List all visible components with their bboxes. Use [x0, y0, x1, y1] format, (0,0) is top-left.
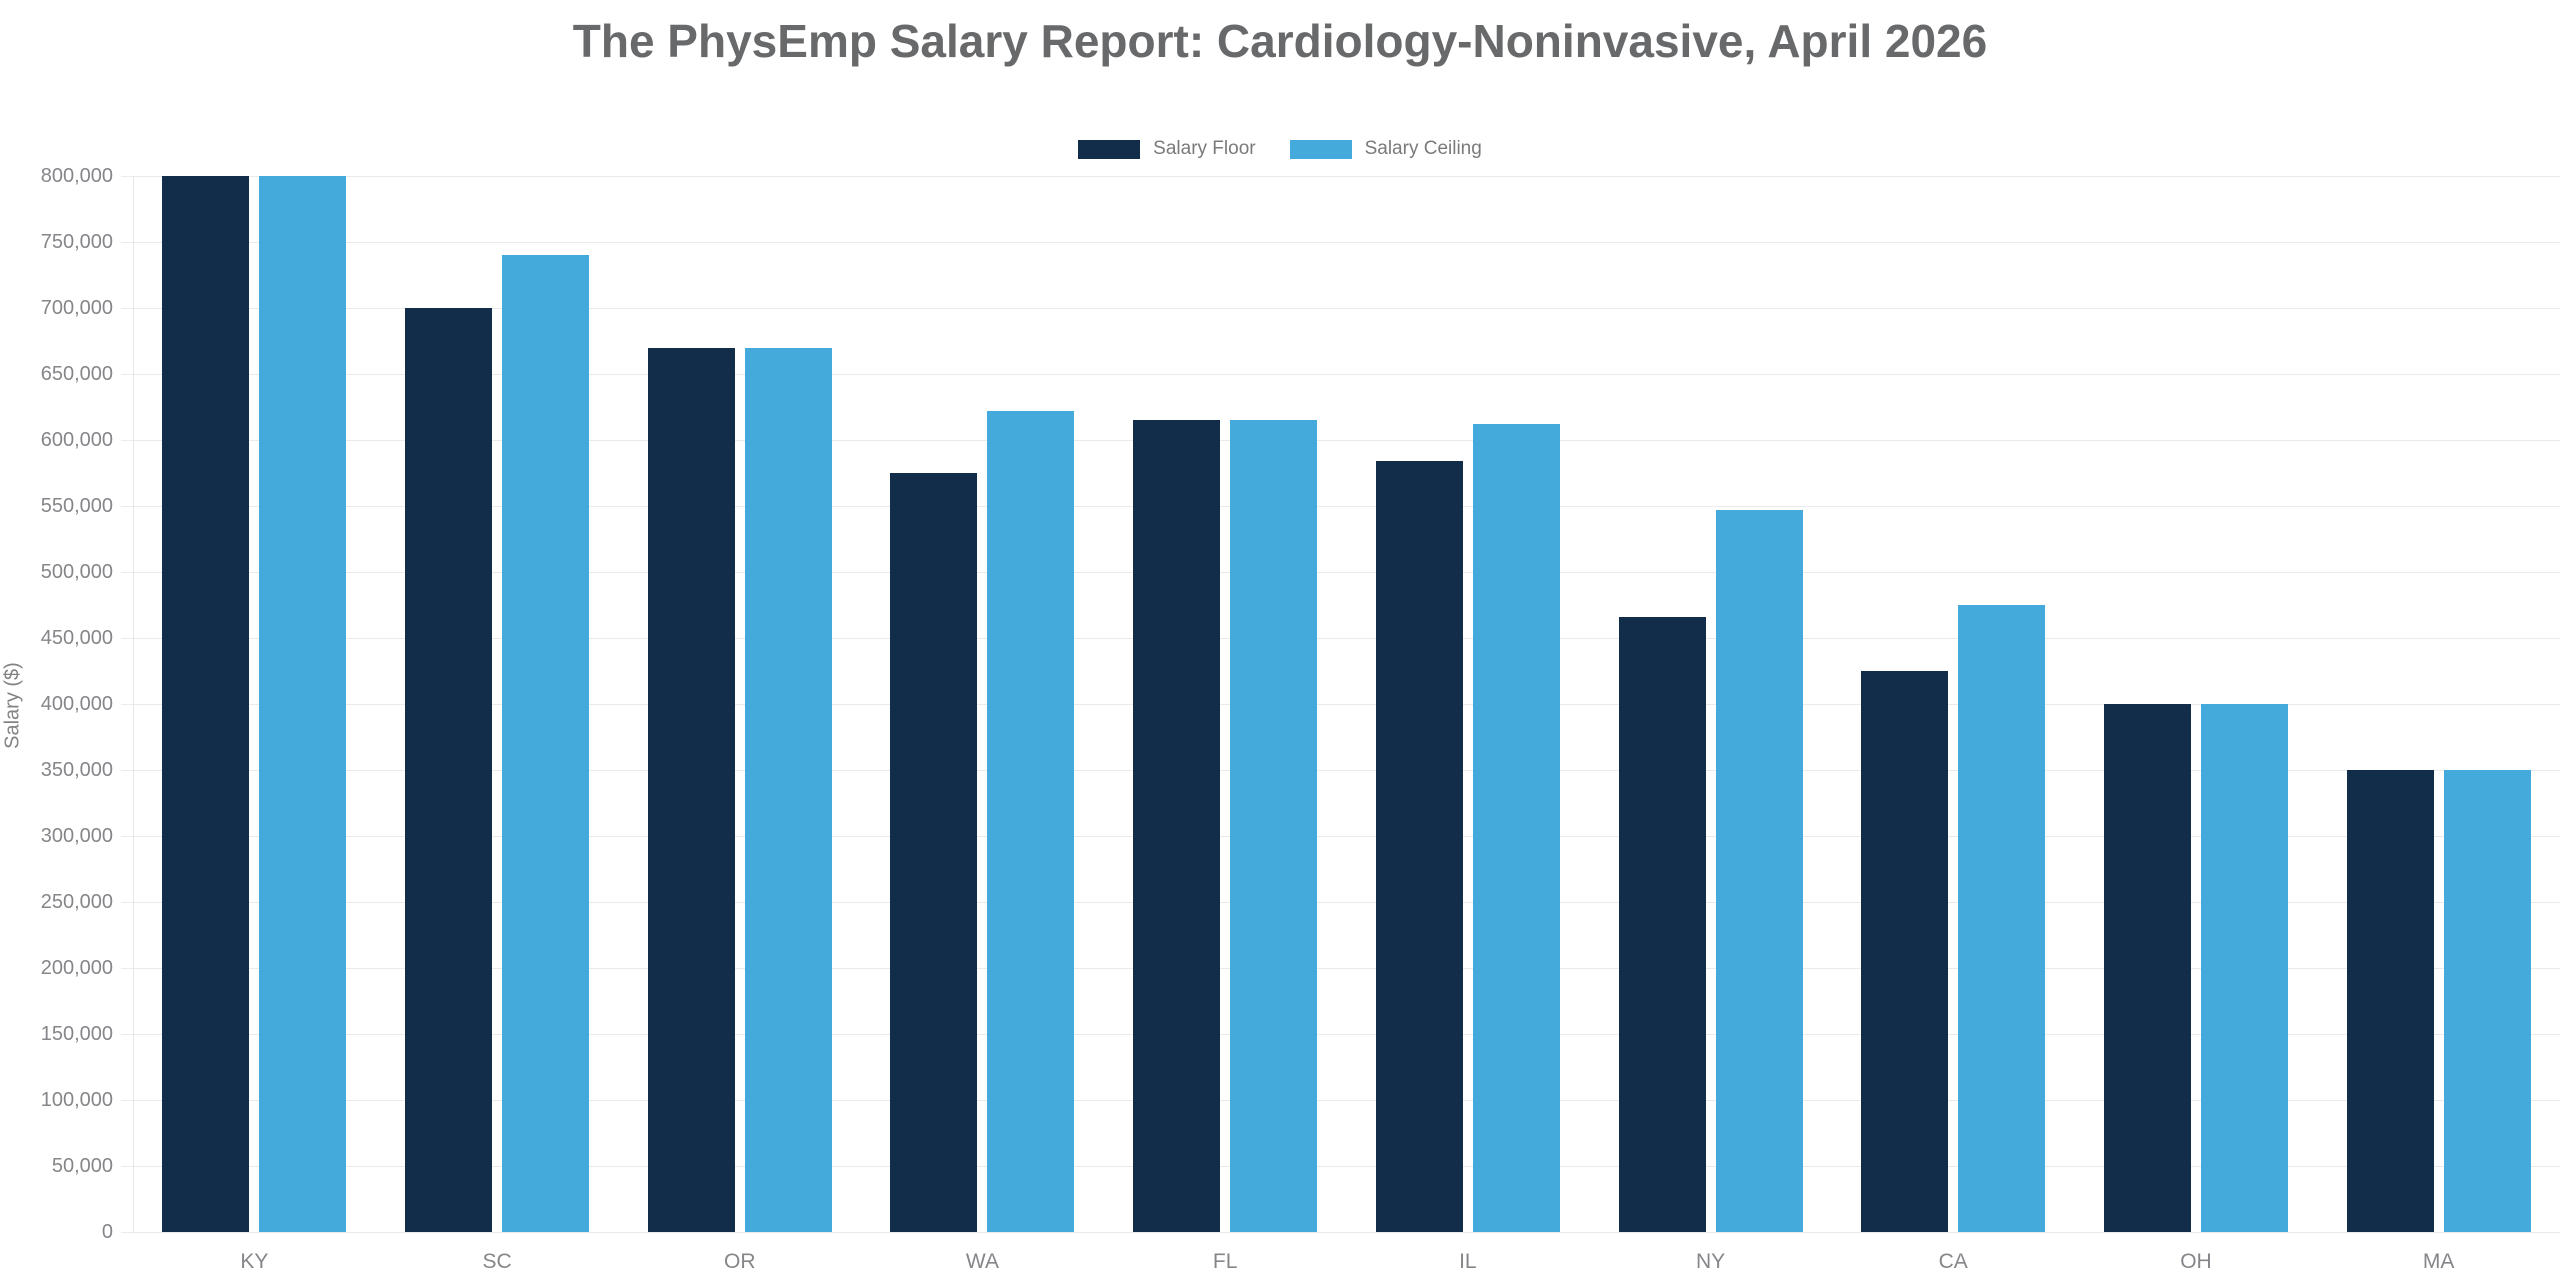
gridline: [121, 506, 2560, 507]
x-tick-label-sc: SC: [482, 1250, 512, 1273]
y-tick-label: 150,000: [40, 1023, 113, 1045]
gridline: [121, 902, 2560, 903]
x-tick-label-ma: MA: [2422, 1250, 2455, 1273]
gridline: [121, 836, 2560, 837]
x-tick-label-oh: OH: [2180, 1250, 2212, 1273]
y-tick-label: 650,000: [40, 363, 113, 385]
y-tick-label: 600,000: [40, 429, 113, 451]
bar-or-salary-floor[interactable]: [647, 347, 735, 1232]
gridline: [121, 968, 2560, 969]
bar-sc-salary-floor[interactable]: [405, 308, 493, 1232]
gridline: [121, 1166, 2560, 1167]
x-tick-label-or: OR: [723, 1250, 756, 1273]
bar-or-salary-ceiling[interactable]: [744, 347, 832, 1232]
x-tick-label-wa: WA: [965, 1250, 999, 1273]
bar-ky-salary-floor[interactable]: [162, 176, 250, 1232]
gridline: [121, 308, 2560, 309]
legend-item-salary-floor[interactable]: Salary Floor: [1078, 138, 1256, 160]
bar-ny-salary-floor[interactable]: [1618, 616, 1706, 1232]
legend-label: Salary Floor: [1153, 138, 1256, 159]
gridline: [121, 374, 2560, 375]
gridline: [121, 1034, 2560, 1035]
x-tick-label-il: IL: [1459, 1250, 1477, 1273]
x-tick-label-ky: KY: [240, 1250, 269, 1273]
gridline: [121, 440, 2560, 441]
y-tick-label: 750,000: [40, 231, 113, 253]
bar-il-salary-ceiling[interactable]: [1472, 424, 1560, 1232]
y-tick-label: 400,000: [40, 693, 113, 715]
y-tick-label: 100,000: [40, 1089, 113, 1111]
bar-ny-salary-ceiling[interactable]: [1715, 509, 1803, 1232]
bar-fl-salary-floor[interactable]: [1133, 420, 1221, 1232]
gridline: [121, 770, 2560, 771]
legend-swatch: [1078, 139, 1141, 159]
chart-legend: Salary Floor Salary Ceiling: [0, 138, 2560, 160]
legend-item-salary-ceiling[interactable]: Salary Ceiling: [1289, 138, 1482, 160]
y-tick-label: 250,000: [40, 891, 113, 913]
bar-fl-salary-ceiling[interactable]: [1230, 420, 1318, 1232]
gridline: [121, 572, 2560, 573]
x-tick-label-ny: NY: [1695, 1250, 1726, 1273]
bar-sc-salary-ceiling[interactable]: [502, 255, 590, 1232]
y-tick-label: 800,000: [40, 165, 113, 187]
y-tick-label: 700,000: [40, 297, 113, 319]
chart-title: The PhysEmp Salary Report: Cardiology-No…: [572, 15, 1988, 67]
x-tick-label-ca: CA: [1938, 1250, 1968, 1273]
y-tick-label: 300,000: [40, 825, 113, 847]
legend-label: Salary Ceiling: [1364, 138, 1482, 159]
gridline: [121, 242, 2560, 243]
bar-ky-salary-ceiling[interactable]: [259, 176, 347, 1232]
bar-oh-salary-ceiling[interactable]: [2200, 704, 2288, 1232]
bar-oh-salary-floor[interactable]: [2103, 704, 2191, 1232]
y-tick-label: 50,000: [51, 1155, 113, 1177]
bar-ma-salary-floor[interactable]: [2346, 770, 2434, 1232]
legend-swatch: [1289, 139, 1352, 159]
y-tick-label: 450,000: [40, 627, 113, 649]
bar-wa-salary-ceiling[interactable]: [987, 410, 1075, 1232]
y-tick-label: 0: [101, 1221, 113, 1243]
bar-ma-salary-ceiling[interactable]: [2443, 770, 2531, 1232]
gridline: [121, 638, 2560, 639]
y-axis-line: [133, 176, 134, 1232]
gridline: [121, 704, 2560, 705]
bar-il-salary-floor[interactable]: [1375, 461, 1463, 1232]
x-tick-label-fl: FL: [1212, 1250, 1238, 1273]
bar-wa-salary-floor[interactable]: [890, 473, 978, 1232]
gridline: [121, 176, 2560, 177]
bar-ca-salary-floor[interactable]: [1861, 671, 1949, 1232]
y-tick-label: 200,000: [40, 957, 113, 979]
gridline: [121, 1232, 2560, 1233]
y-tick-label: 550,000: [40, 495, 113, 517]
y-tick-label: 500,000: [40, 561, 113, 583]
y-tick-label: 350,000: [40, 759, 113, 781]
bar-ca-salary-ceiling[interactable]: [1958, 605, 2046, 1232]
gridline: [121, 1100, 2560, 1101]
